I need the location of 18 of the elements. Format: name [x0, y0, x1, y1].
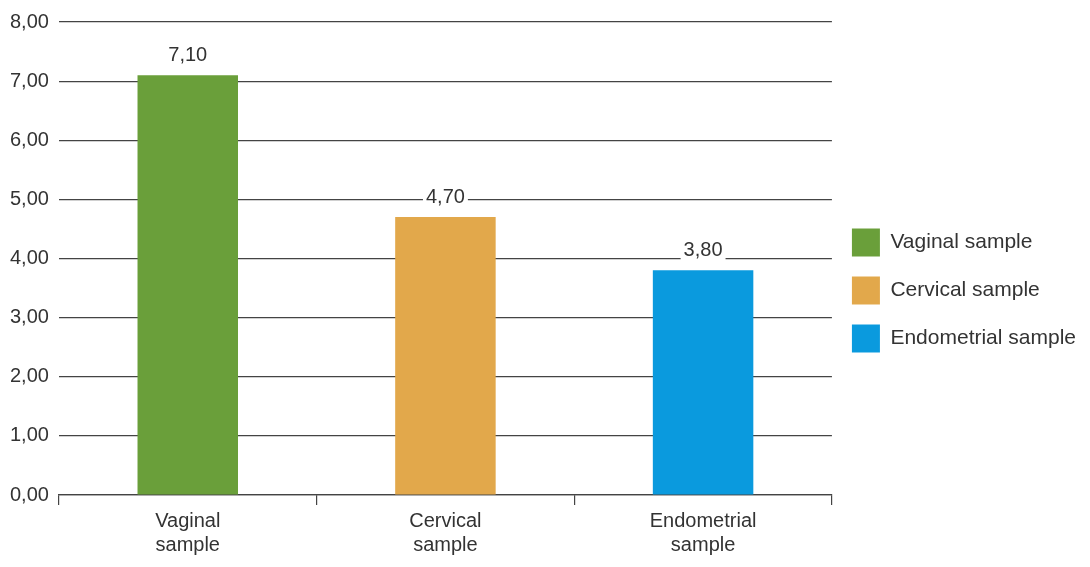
- x-tick-label: Cervical sample: [409, 508, 482, 555]
- y-tick-label: 6,00: [9, 127, 49, 150]
- y-tick-label: 0,00: [9, 482, 49, 505]
- data-label: 4,70: [425, 184, 465, 207]
- y-tick-label: 2,00: [9, 364, 49, 387]
- y-tick-label: 7,00: [9, 68, 49, 91]
- data-label: 3,80: [683, 237, 723, 260]
- y-tick-label: 1,00: [9, 423, 49, 446]
- legend-label: Endometrial sample: [890, 325, 1077, 349]
- legend-label: Cervical sample: [890, 277, 1040, 301]
- y-tick-label: 5,00: [9, 186, 49, 209]
- x-tick-label: Endometrial sample: [649, 508, 757, 555]
- y-tick-label: 4,00: [9, 246, 49, 269]
- legend-label: Vaginal sample: [890, 229, 1033, 253]
- x-tick-label: Vaginal sample: [155, 508, 221, 555]
- y-tick-label: 3,00: [9, 305, 49, 328]
- data-label: 7,10: [168, 42, 208, 65]
- y-tick-label: 8,00: [9, 9, 49, 32]
